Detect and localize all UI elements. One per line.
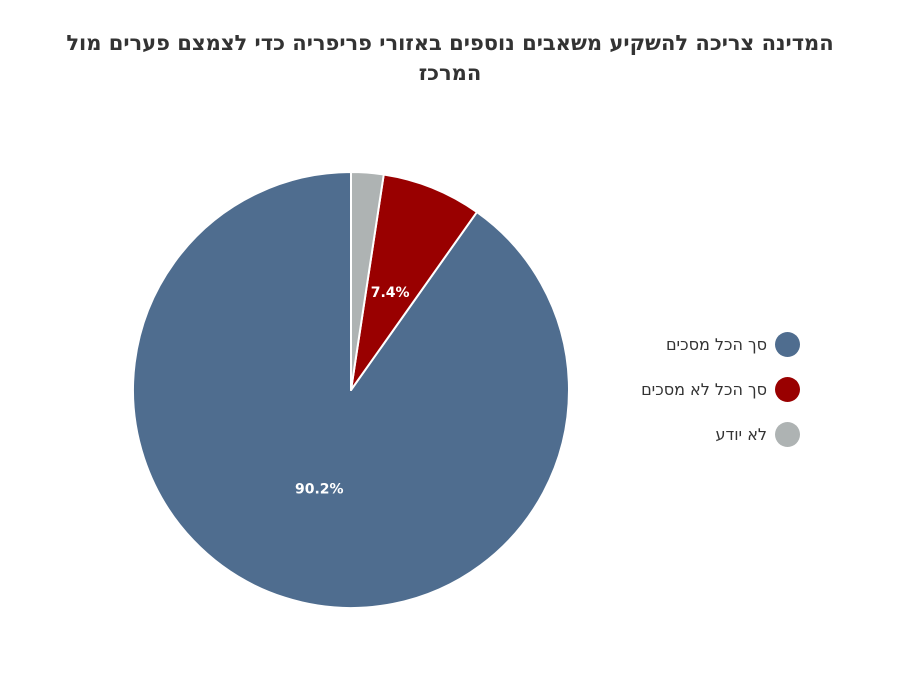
- pie-slice-2: [350, 171, 385, 391]
- pie-slice-1: [350, 173, 478, 391]
- pie-data-label-1: 7.4%: [371, 285, 410, 301]
- legend-swatch-icon: [775, 422, 800, 447]
- legend: סך הכל מסכים סך הכל לא מסכים לא יודע: [560, 322, 800, 457]
- legend-label: סך הכל מסכים: [665, 335, 767, 354]
- legend-label: לא יודע: [715, 425, 767, 444]
- pie-slices: [132, 171, 570, 609]
- legend-item-1[interactable]: סך הכל לא מסכים: [560, 367, 800, 412]
- pie-data-label-0: 90.2%: [295, 482, 344, 498]
- pie-data-labels: 90.2% 7.4%: [295, 285, 410, 498]
- legend-item-0[interactable]: סך הכל מסכים: [560, 322, 800, 367]
- chart-title: המדינה צריכה להשקיע משאבים נוספים באזורי…: [66, 31, 834, 85]
- legend-swatch-icon: [775, 332, 800, 357]
- legend-label: סך הכל לא מסכים: [641, 380, 767, 399]
- legend-swatch-icon: [775, 377, 800, 402]
- legend-item-2[interactable]: לא יודע: [560, 412, 800, 457]
